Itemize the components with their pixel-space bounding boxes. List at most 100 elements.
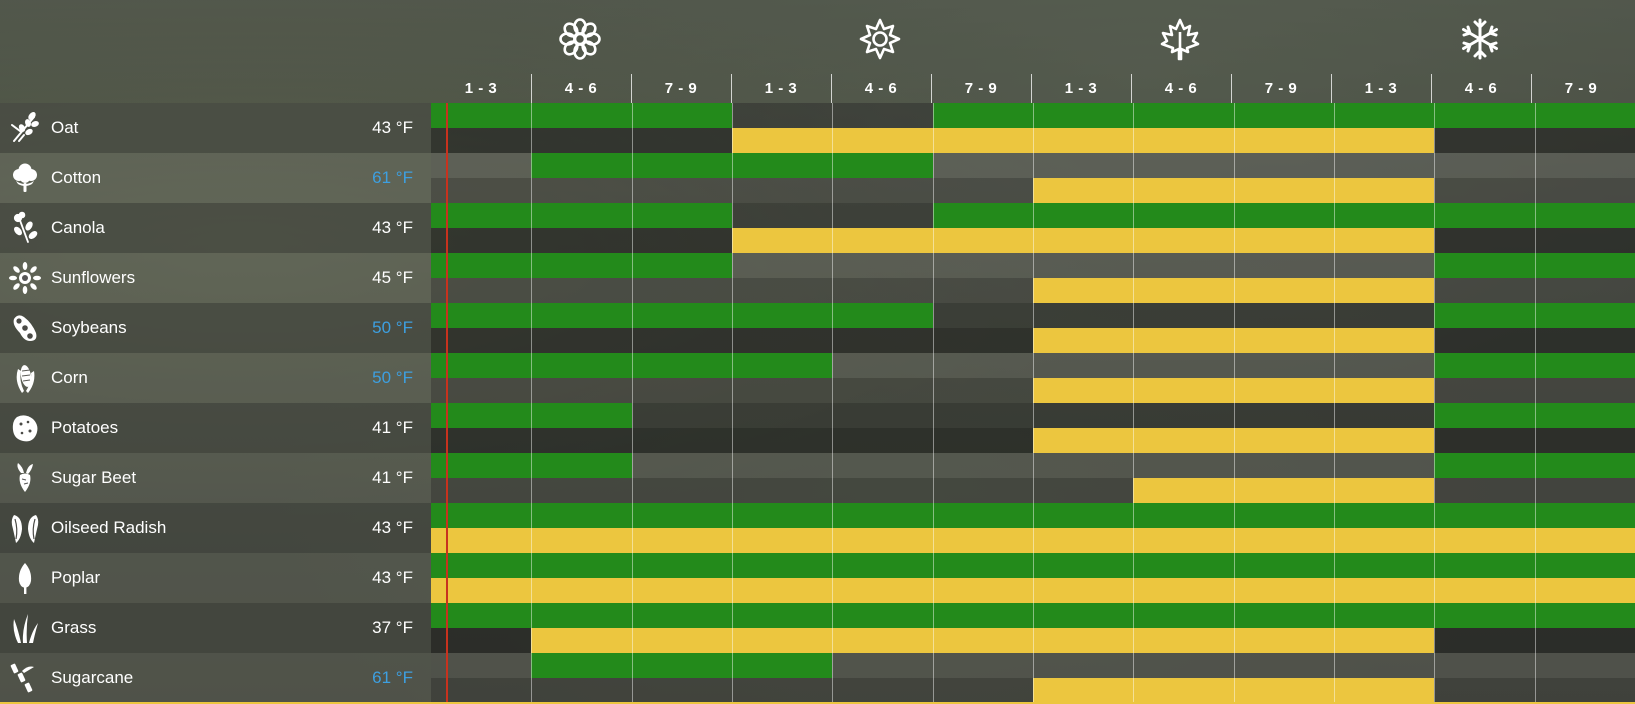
planting-period-bar <box>431 453 632 478</box>
period-label: 7 - 9 <box>1264 80 1298 97</box>
potato-icon <box>8 411 42 445</box>
calendar-row <box>431 503 1635 553</box>
soybean-icon <box>8 311 42 345</box>
harvest-period-bar <box>431 528 1635 553</box>
period-label: 4 - 6 <box>1464 80 1498 97</box>
oat-icon <box>8 111 42 145</box>
calendar-row <box>431 653 1635 703</box>
calendar-row <box>431 303 1635 353</box>
planting-period-bar <box>431 303 933 328</box>
harvest-period-bar <box>732 128 1435 153</box>
calendar-row <box>431 353 1635 403</box>
sugar-beet-icon <box>8 461 42 495</box>
oilseed-radish-icon <box>8 511 42 545</box>
period-divider <box>531 103 533 704</box>
period-divider <box>732 103 733 704</box>
crop-row-oilseed-radish[interactable]: Oilseed Radish 43 °F <box>0 503 431 553</box>
crop-row-corn[interactable]: Corn 50 °F <box>0 353 431 403</box>
crop-name: Sugar Beet <box>51 468 137 487</box>
planting-period-bar <box>531 153 933 178</box>
planting-period-bar <box>431 503 1635 528</box>
crop-temperature: 37 °F <box>372 618 413 637</box>
planting-period-bar <box>431 103 732 128</box>
calendar-row <box>431 203 1635 253</box>
canola-icon <box>8 211 42 245</box>
period-label: 1 - 3 <box>1064 80 1098 97</box>
period-divider <box>1534 103 1536 704</box>
planting-period-bar <box>431 553 1635 578</box>
crop-name: Sugarcane <box>51 668 134 687</box>
harvest-period-bar <box>1133 478 1435 503</box>
crop-row-grass[interactable]: Grass 37 °F <box>0 603 431 653</box>
crop-name: Potatoes <box>51 418 119 437</box>
period-label: 1 - 3 <box>764 80 798 97</box>
period-divider <box>1233 103 1235 704</box>
harvest-period-bar <box>1033 428 1435 453</box>
sun-icon <box>857 16 903 62</box>
crop-row-potatoes[interactable]: Potatoes 41 °F <box>0 403 431 453</box>
crop-temperature: 43 °F <box>372 518 413 537</box>
crop-name: Oilseed Radish <box>51 518 167 537</box>
crop-row-sugarcane[interactable]: Sugarcane 61 °F <box>0 653 431 703</box>
period-label: 7 - 9 <box>1564 80 1598 97</box>
bottom-edge <box>0 702 1635 704</box>
planting-period-bar <box>531 653 833 678</box>
crop-name: Poplar <box>51 568 101 587</box>
calendar-row <box>431 553 1635 603</box>
crop-name: Canola <box>51 218 105 237</box>
period-divider <box>1334 103 1335 704</box>
period-divider <box>832 103 834 704</box>
planting-period-bar <box>932 103 1635 128</box>
calendar-row <box>431 253 1635 303</box>
harvest-period-bar <box>531 628 1435 653</box>
period-divider <box>932 103 934 704</box>
crop-row-soybeans[interactable]: Soybeans 50 °F <box>0 303 431 353</box>
harvest-period-bar <box>1033 378 1435 403</box>
planting-period-bar <box>431 403 632 428</box>
crop-temperature: 41 °F <box>372 468 413 487</box>
crop-temperature: 43 °F <box>372 568 413 587</box>
grass-icon <box>8 611 42 645</box>
planting-period-bar <box>1434 403 1635 428</box>
planting-period-bar <box>1434 253 1635 278</box>
crop-name: Soybeans <box>51 318 127 337</box>
planting-period-bar <box>431 603 1635 628</box>
crop-temperature: 43 °F <box>372 118 413 137</box>
harvest-period-bar <box>1033 178 1435 203</box>
corn-icon <box>8 361 42 395</box>
poplar-icon <box>8 561 42 595</box>
harvest-period-bar <box>732 228 1435 253</box>
planting-period-bar <box>1434 453 1635 478</box>
calendar-header: 1 - 3 4 - 6 7 - 9 1 - 3 4 - 6 7 - 9 1 - … <box>0 0 1635 103</box>
planting-period-bar <box>431 353 833 378</box>
sugarcane-icon <box>8 661 42 695</box>
calendar-grid <box>431 103 1635 704</box>
period-label: 7 - 9 <box>664 80 698 97</box>
cotton-icon <box>8 161 42 195</box>
planting-period-bar <box>1434 303 1635 328</box>
crop-row-poplar[interactable]: Poplar 43 °F <box>0 553 431 603</box>
calendar-row <box>431 153 1635 203</box>
calendar-row <box>431 453 1635 503</box>
crop-temperature: 43 °F <box>372 218 413 237</box>
harvest-period-bar <box>431 578 1635 603</box>
period-label: 4 - 6 <box>564 80 598 97</box>
crop-temperature: 61 °F <box>372 668 413 687</box>
crop-row-sugar-beet[interactable]: Sugar Beet 41 °F <box>0 453 431 503</box>
crop-name: Corn <box>51 368 88 387</box>
crop-row-cotton[interactable]: Cotton 61 °F <box>0 153 431 203</box>
harvest-period-bar <box>1033 278 1435 303</box>
period-label: 1 - 3 <box>464 80 498 97</box>
period-divider <box>1033 103 1034 704</box>
crop-row-oat[interactable]: Oat 43 °F <box>0 103 431 153</box>
crop-name: Cotton <box>51 168 102 187</box>
crop-name: Sunflowers <box>51 268 136 287</box>
period-divider <box>631 103 633 704</box>
crop-temperature: 41 °F <box>372 418 413 437</box>
crop-row-sunflowers[interactable]: Sunflowers 45 °F <box>0 253 431 303</box>
calendar-row <box>431 403 1635 453</box>
planting-period-bar <box>431 253 732 278</box>
sunflower-icon <box>8 261 42 295</box>
crop-row-canola[interactable]: Canola 43 °F <box>0 203 431 253</box>
